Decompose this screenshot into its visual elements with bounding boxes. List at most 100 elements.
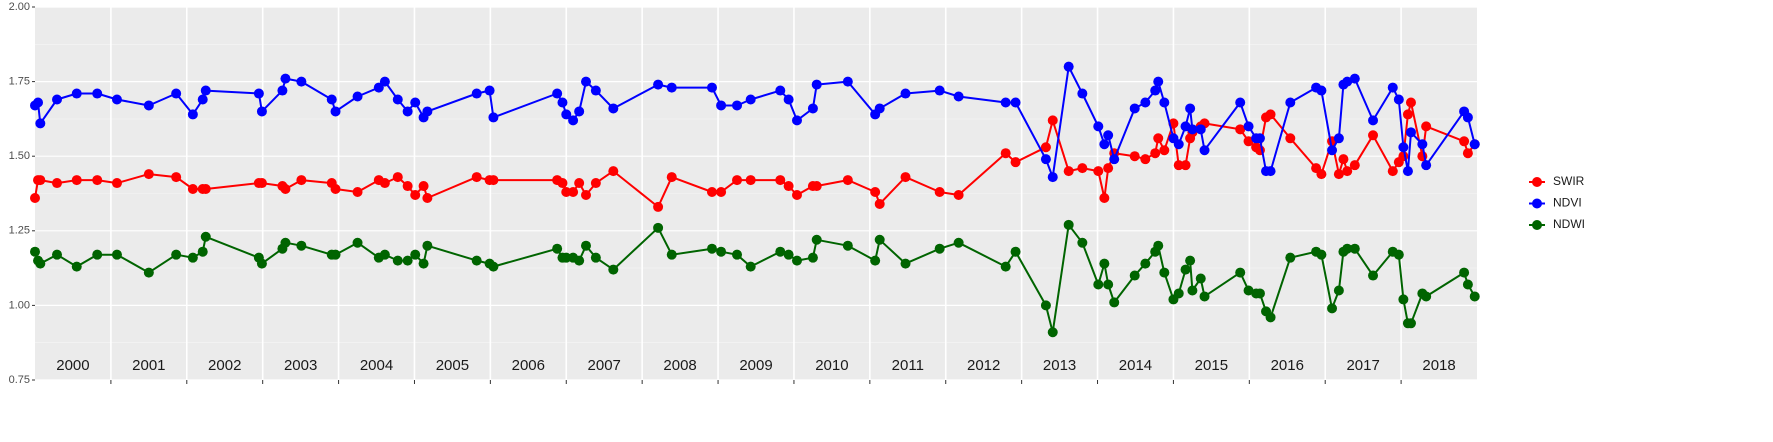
data-point <box>1159 267 1170 278</box>
data-point <box>732 249 743 260</box>
data-point <box>1103 163 1114 174</box>
data-point <box>900 172 911 183</box>
data-point <box>1243 136 1254 147</box>
data-point <box>471 172 482 183</box>
data-point <box>410 97 421 108</box>
data-point <box>280 237 291 248</box>
x-tick-label: 2016 <box>1271 357 1304 374</box>
data-point <box>791 255 802 266</box>
data-point <box>1140 154 1151 165</box>
data-point <box>1195 273 1206 284</box>
data-point <box>1402 109 1413 120</box>
data-point <box>1265 109 1276 120</box>
data-point <box>1173 160 1184 171</box>
data-point <box>484 85 495 96</box>
data-point <box>653 201 664 212</box>
data-point <box>1093 121 1104 132</box>
data-point <box>811 181 822 192</box>
legend-label: SWIR <box>1553 174 1585 188</box>
data-point <box>1243 121 1254 132</box>
x-tick-label: 2004 <box>360 357 393 374</box>
data-point <box>171 88 182 99</box>
data-point <box>1185 255 1196 266</box>
data-point <box>277 85 288 96</box>
data-point <box>1349 160 1360 171</box>
data-point <box>1077 88 1088 99</box>
data-point <box>187 184 198 195</box>
data-point <box>1469 291 1480 302</box>
legend: SWIR NDVI NDWI <box>1528 173 1585 234</box>
data-point <box>1459 136 1470 147</box>
data-point <box>200 85 211 96</box>
data-point <box>874 234 885 245</box>
data-point <box>1077 163 1088 174</box>
data-point <box>716 187 727 198</box>
data-point <box>171 172 182 183</box>
data-point <box>842 76 853 87</box>
data-point <box>392 255 403 266</box>
data-point <box>1327 145 1338 156</box>
data-point <box>775 246 786 257</box>
axes: 0.75 1.00 1.25 1.50 1.75 2.00 2000 2001 2002 2003… <box>9 1 1456 386</box>
data-point <box>590 252 601 263</box>
data-point <box>1010 157 1021 168</box>
data-point <box>1349 73 1360 84</box>
data-point <box>1462 112 1473 123</box>
data-point <box>1129 270 1140 281</box>
data-point <box>418 258 429 269</box>
data-point <box>1150 85 1161 96</box>
data-point <box>716 100 727 111</box>
data-point <box>1093 166 1104 177</box>
data-point <box>1180 264 1191 275</box>
data-point <box>280 73 291 84</box>
data-point <box>1109 154 1120 165</box>
data-point <box>352 187 363 198</box>
data-point <box>256 258 267 269</box>
data-point <box>111 249 122 260</box>
data-point <box>1140 258 1151 269</box>
data-point <box>330 184 341 195</box>
data-point <box>33 97 44 108</box>
data-point <box>379 249 390 260</box>
data-point <box>1417 139 1428 150</box>
y-tick-label: 1.25 <box>9 225 30 237</box>
data-point <box>1153 240 1164 251</box>
data-point <box>953 189 964 200</box>
data-point <box>934 85 945 96</box>
data-point <box>1333 133 1344 144</box>
data-point <box>1063 61 1074 72</box>
data-point <box>1327 303 1338 314</box>
data-point <box>1159 145 1170 156</box>
data-point <box>1243 285 1254 296</box>
x-tick-label: 2017 <box>1346 357 1379 374</box>
data-point <box>870 187 881 198</box>
x-tick-label: 2001 <box>132 357 165 374</box>
data-point <box>552 88 563 99</box>
x-tick-label: 2011 <box>892 357 924 374</box>
data-point <box>842 240 853 251</box>
data-point <box>1040 142 1051 153</box>
data-point <box>1342 243 1353 254</box>
data-point <box>379 178 390 189</box>
data-point <box>666 82 677 93</box>
data-point <box>330 249 341 260</box>
data-point <box>653 222 664 233</box>
data-point <box>791 115 802 126</box>
data-point <box>842 175 853 186</box>
data-point <box>953 91 964 102</box>
data-point <box>52 178 63 189</box>
data-point <box>900 258 911 269</box>
data-point <box>1316 85 1327 96</box>
y-tick-label: 2.00 <box>9 1 30 13</box>
data-point <box>590 85 601 96</box>
data-point <box>296 175 307 186</box>
data-point <box>745 94 756 105</box>
x-tick-label: 2015 <box>1195 357 1228 374</box>
data-point <box>1063 219 1074 230</box>
data-point <box>561 109 572 120</box>
data-point <box>1180 160 1191 171</box>
data-point <box>1421 291 1432 302</box>
data-point <box>488 261 499 272</box>
data-point <box>402 181 413 192</box>
